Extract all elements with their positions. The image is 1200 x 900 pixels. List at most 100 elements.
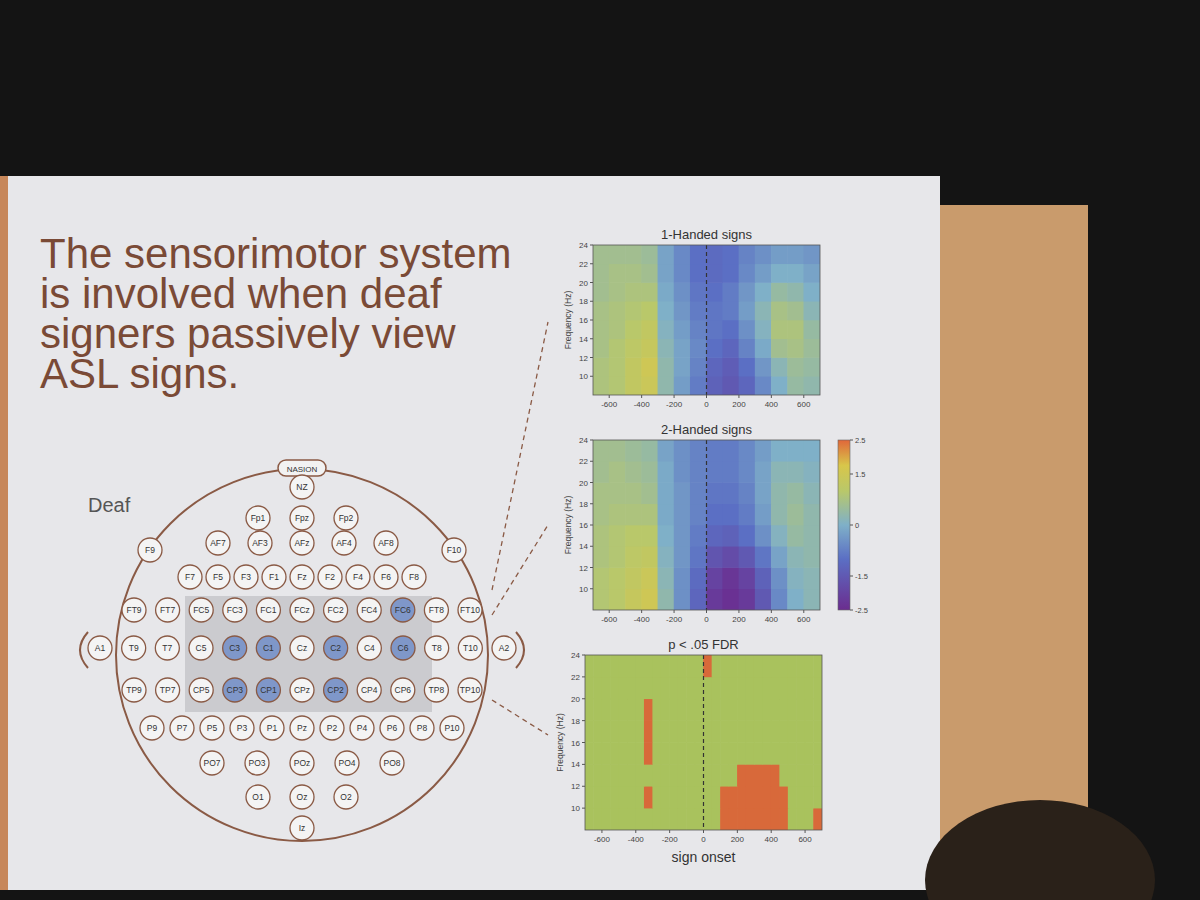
electrode-label: F6 [381,572,391,582]
heat-cell [593,588,610,610]
electrode-label: FT7 [160,605,175,615]
electrode [260,716,284,740]
electrode-label: CP4 [361,685,378,695]
electrode [122,678,146,702]
heat-cell [658,546,675,568]
electrode-label: P2 [327,723,338,733]
electrode [178,565,202,589]
heat-cell [678,677,687,699]
heat-cell [610,655,619,677]
heat-cell [661,742,670,764]
heat-cell [661,655,670,677]
y-tick-label: 24 [579,241,588,250]
heat-cell [712,698,721,720]
panel: 2-Handed signs-600-400-20002004006001012… [563,422,868,624]
heat-cell [641,546,658,568]
electrode-label: T8 [432,643,442,653]
heat-cell [796,764,805,786]
electrode-label: P10 [444,723,459,733]
heat-cell [771,677,780,699]
heat-cell [593,567,610,589]
y-tick [590,461,593,462]
heat-cell [803,245,820,264]
heat-cell [686,742,695,764]
electrode-label: Pz [297,723,307,733]
electrode [424,598,448,622]
electrode [346,565,370,589]
heat-cell [674,503,691,525]
x-tick [738,395,739,398]
heat-cell [746,698,755,720]
y-tick [582,764,585,765]
electrode [290,678,314,702]
electrode [442,538,466,562]
electrode [350,716,374,740]
electrode-label: T9 [129,643,139,653]
electrode-label: A2 [499,643,510,653]
electrode [440,716,464,740]
electrode-label: POz [294,758,311,768]
group-label: Deaf [88,494,131,516]
x-tick [635,830,636,833]
heat-cell [755,245,772,264]
heat-cell [805,655,814,677]
heat-cell [674,282,691,301]
region-box [185,596,432,712]
heat-cell [703,698,712,720]
heat-cell [585,655,594,677]
electrode-label: TP10 [460,685,481,695]
heat-cell [787,301,804,320]
heat-cell [690,357,707,376]
slide-side-band [940,205,1088,889]
heat-cell [787,357,804,376]
electrode-label: FCz [294,605,310,615]
electrode-label: O2 [340,792,352,802]
heat-cell [652,655,661,677]
x-tick [706,610,707,613]
electrode-label: P6 [387,723,398,733]
leader-line [492,525,548,615]
heat-cell [593,677,602,699]
x-tick [803,610,804,613]
electrode-label: C5 [196,643,207,653]
electrode [290,636,314,660]
y-tick [582,786,585,787]
heat-cell [803,546,820,568]
heat-cell [641,263,658,282]
audience-head [925,800,1155,900]
heat-cell [739,588,756,610]
heat-cell [796,655,805,677]
heat-cell [602,677,611,699]
electrode-label: P3 [237,723,248,733]
electrodes: NZFp1FpzFp2AF7AF3AFzAF4AF8F9F10F7F5F3F1F… [88,475,516,840]
heat-cell [722,440,739,462]
y-tick-label: 12 [571,782,580,791]
electrode [246,785,270,809]
y-tick [590,338,593,339]
heat-cell [609,320,626,339]
electrode-label: PO4 [338,758,355,768]
heat-cell [690,482,707,504]
heat-cell [703,786,712,808]
heat-cell [641,440,658,462]
heat-cell [771,482,788,504]
heat-cell [652,677,661,699]
heat-cell [787,376,804,395]
heat-cell [805,786,814,808]
heat-cell [658,282,675,301]
electrode [189,636,213,660]
heat-cell [686,764,695,786]
heat-cell [658,567,675,589]
heat-cell [593,546,610,568]
heat-cell [788,742,797,764]
heat-cell [658,320,675,339]
heat-cell [593,808,602,830]
heat-cell [755,440,772,462]
electrode-label: PO7 [203,758,220,768]
heat-cell [593,357,610,376]
heat-cell [627,677,636,699]
heat-cell [720,786,729,808]
y-tick [582,698,585,699]
electrode-label: CP1 [260,685,277,695]
y-tick-label: 10 [579,585,588,594]
